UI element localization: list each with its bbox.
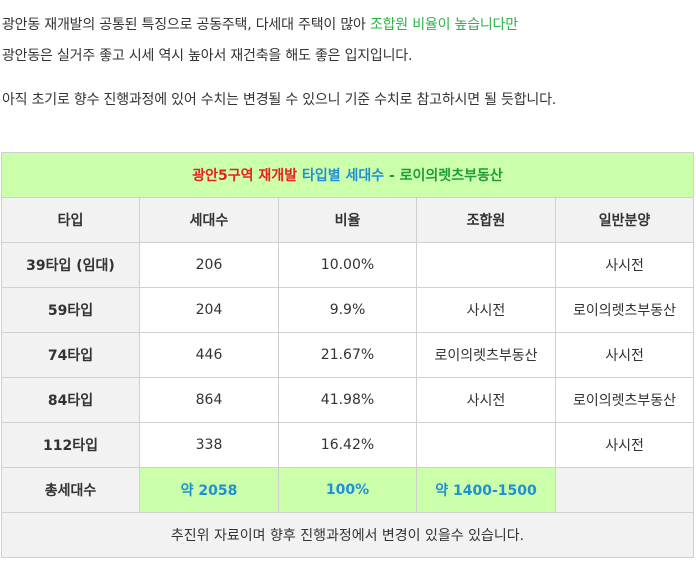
intro-line-1: 광안동 재개발의 공통된 특징으로 공동주택, 다세대 주택이 많아 조합원 비… <box>2 14 692 36</box>
intro-line-2: 광안동은 실거주 좋고 시세 역시 높아서 재건축을 해도 좋은 입지입니다. <box>2 48 413 64</box>
row-type: 74타입 <box>1 332 140 378</box>
row-type: 112타입 <box>1 422 140 468</box>
table-title-part1: 광안5구역 재개발 <box>192 168 298 184</box>
row-ratio: 21.67% <box>278 332 417 378</box>
header-general: 일반분양 <box>554 197 695 243</box>
total-member: 약 1400-1500 <box>416 467 556 513</box>
row-ratio: 41.98% <box>278 377 417 423</box>
header-type: 타입 <box>1 197 140 243</box>
table-row: 112타입 338 16.42% 사시전 <box>1 422 695 468</box>
table-row: 74타입 446 21.67% 로이의렛츠부동산 사시전 <box>1 332 695 378</box>
table-title-part2: 타입별 세대수 <box>301 168 385 184</box>
table-row: 39타입 (임대) 206 10.00% 사시전 <box>1 242 695 288</box>
table-row: 84타입 864 41.98% 사시전 로이의렛츠부동산 <box>1 377 695 423</box>
intro-line-3: 아직 초기로 향수 진행과정에 있어 수치는 변경될 수 있으니 기준 수치로 … <box>2 92 557 108</box>
row-member <box>416 242 556 288</box>
row-units: 338 <box>139 422 279 468</box>
row-general: 로이의렛츠부동산 <box>554 287 695 333</box>
row-member: 사시전 <box>416 377 556 423</box>
unit-type-table: 광안5구역 재개발 타입별 세대수 - 로이의렛츠부동산 타입 세대수 비율 조… <box>0 152 695 558</box>
intro-line-1-main: 광안동 재개발의 공통된 특징으로 공동주택, 다세대 주택이 많아 <box>2 17 370 33</box>
row-type: 84타입 <box>1 377 140 423</box>
table-note: 추진위 자료이며 향후 진행과정에서 변경이 있을수 있습니다. <box>0 512 695 558</box>
row-type: 39타입 (임대) <box>1 242 140 288</box>
row-units: 204 <box>139 287 279 333</box>
header-member: 조합원 <box>416 197 556 243</box>
row-type: 59타입 <box>1 287 140 333</box>
total-units: 약 2058 <box>139 467 279 513</box>
table-title-part3: - 로이의렛츠부동산 <box>388 168 503 184</box>
row-member: 로이의렛츠부동산 <box>416 332 556 378</box>
row-units: 206 <box>139 242 279 288</box>
row-general: 사시전 <box>554 332 695 378</box>
row-units: 446 <box>139 332 279 378</box>
row-general: 로이의렛츠부동산 <box>554 377 695 423</box>
table-title: 광안5구역 재개발 타입별 세대수 - 로이의렛츠부동산 <box>0 152 695 198</box>
total-label: 총세대수 <box>1 467 140 513</box>
header-ratio: 비율 <box>278 197 417 243</box>
total-general <box>554 467 695 513</box>
table-row: 59타입 204 9.9% 사시전 로이의렛츠부동산 <box>1 287 695 333</box>
row-ratio: 9.9% <box>278 287 417 333</box>
total-ratio: 100% <box>278 467 417 513</box>
row-general: 사시전 <box>554 242 695 288</box>
row-ratio: 16.42% <box>278 422 417 468</box>
row-member: 사시전 <box>416 287 556 333</box>
intro-line-1-highlight: 조합원 비율이 높습니다만 <box>369 17 518 33</box>
row-general: 사시전 <box>554 422 695 468</box>
row-units: 864 <box>139 377 279 423</box>
intro-text: 광안동 재개발의 공통된 특징으로 공동주택, 다세대 주택이 많아 조합원 비… <box>2 14 692 111</box>
header-units: 세대수 <box>139 197 279 243</box>
table-header-row: 타입 세대수 비율 조합원 일반분양 <box>1 197 695 243</box>
row-ratio: 10.00% <box>278 242 417 288</box>
row-member <box>416 422 556 468</box>
total-row: 총세대수 약 2058 100% 약 1400-1500 <box>1 467 695 513</box>
